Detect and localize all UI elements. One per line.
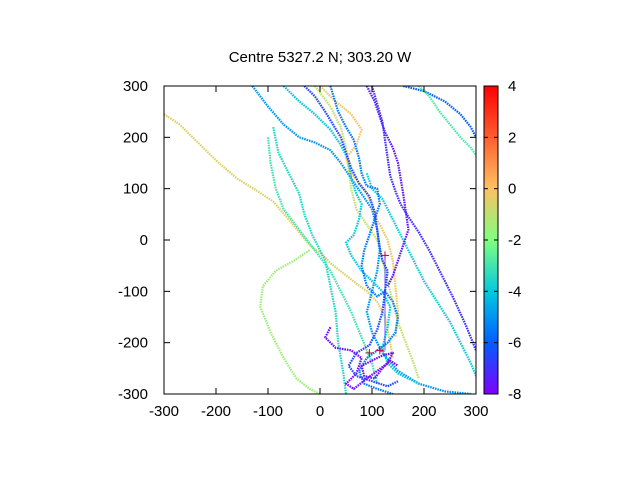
cross-marker-2 [381,251,389,260]
track-4 [272,126,348,394]
track-2 [259,249,321,394]
cross-marker-1 [375,346,384,355]
colorbar-tick-label: 0 [508,181,516,198]
track-10 [329,86,400,394]
x-tick-label: 200 [411,403,436,420]
x-tick-label: -100 [253,403,283,420]
track-5 [313,86,420,379]
chart-title: Centre 5327.2 N; 303.20 W [229,49,412,66]
track-7 [251,86,471,394]
y-tick-label: -300 [118,386,148,403]
track-15 [402,86,476,138]
track-14 [370,86,476,351]
track-1 [164,113,394,359]
y-axis: -300 -200 -100 0 100 200 300 [118,78,476,403]
track-12 [365,86,410,287]
track-layer [164,86,476,394]
track-3 [266,137,379,384]
colorbar-axis: 4 2 0 -2 -4 -6 -8 [484,78,521,403]
colorbar-tick-label: -6 [508,335,521,352]
y-tick-label: 100 [123,181,148,198]
track-13 [324,326,399,390]
colorbar-tick-label: 2 [508,129,516,146]
track-11 [303,86,399,388]
y-tick-label: 300 [123,78,148,95]
marker-layer [365,251,389,357]
x-tick-label: 300 [463,403,488,420]
track-6 [319,86,400,338]
cross-marker-3 [365,348,374,357]
y-tick-label: 200 [123,129,148,146]
x-tick-label: 100 [359,403,384,420]
y-tick-label: -100 [118,283,148,300]
x-tick-label: -300 [149,403,179,420]
colorbar-tick-label: -8 [508,386,521,403]
y-tick-label: 0 [140,232,148,249]
track-16 [418,86,476,156]
x-tick-label: 0 [316,403,324,420]
y-tick-label: -200 [118,335,148,352]
plot-frame [163,85,477,395]
colorbar-tick-label: 4 [508,78,516,95]
x-tick-label: -200 [201,403,231,420]
colorbar-tick-label: -4 [508,283,521,300]
track-8 [282,86,420,385]
track-9 [365,172,476,377]
colorbar-tick-label: -2 [508,232,521,249]
x-axis: -300 -200 -100 0 100 200 300 [149,86,489,420]
